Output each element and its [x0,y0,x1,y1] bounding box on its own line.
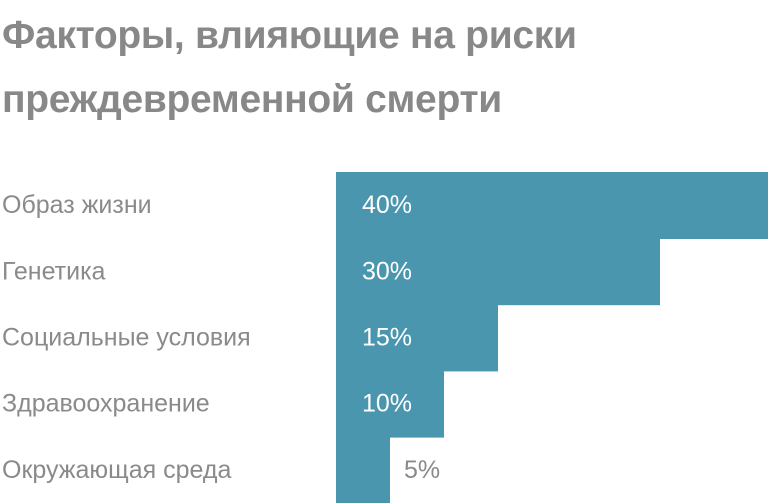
category-label: Здравоохранение [2,390,210,418]
chart-title: Факторы, влияющие на риски преждевременн… [2,14,577,121]
bars-layer [336,172,768,503]
value-label: 5% [404,456,440,484]
category-label: Генетика [2,257,106,285]
bar-4 [336,370,444,438]
bar-1 [336,172,768,239]
category-label: Социальные условия [2,324,251,352]
value-label: 40% [362,191,412,219]
bar-2 [336,238,660,306]
bar-3 [336,304,498,372]
category-label: Окружающая среда [2,456,231,484]
value-label: 10% [362,390,412,418]
labels-layer: Образ жизни 40% Генетика 30% Социальные усло… [2,191,440,484]
value-label: 30% [362,257,412,285]
category-label: Образ жизни [2,191,152,219]
value-label: 15% [362,324,412,352]
bar-5 [336,436,390,503]
